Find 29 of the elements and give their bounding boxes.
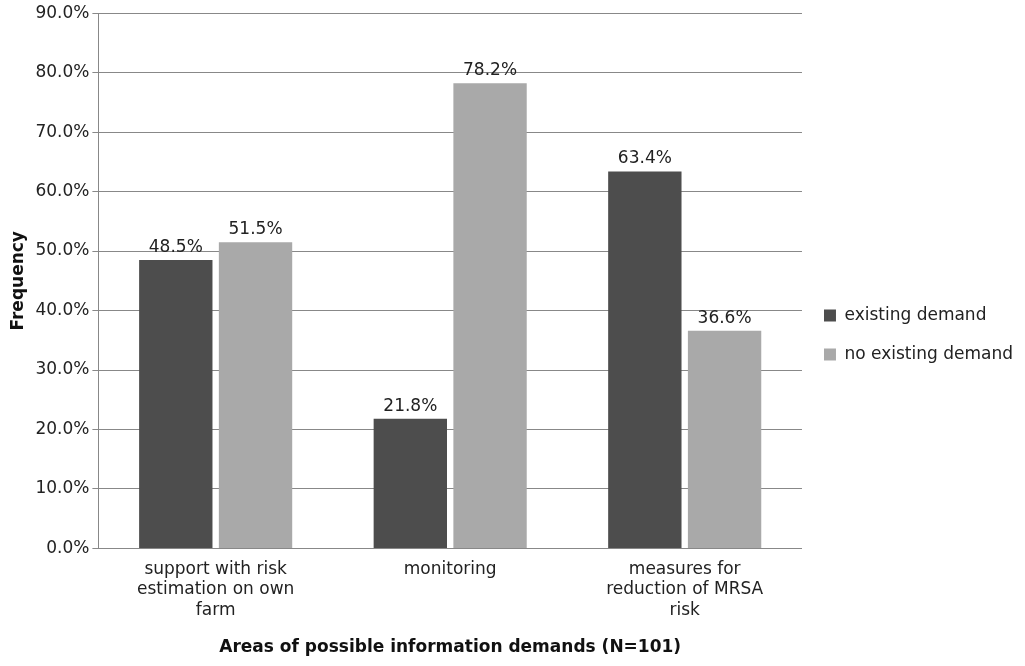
legend-label: existing demand	[844, 303, 987, 324]
legend-label: no existing demand	[844, 342, 1013, 363]
x-tick-label: support with risk estimation on own farm	[137, 558, 295, 619]
bar	[373, 418, 447, 548]
x-axis-title: Areas of possible information demands (N=101)	[219, 636, 682, 657]
y-tick-label: 0.0%	[46, 536, 90, 557]
x-tick-label: measures for reduction of MRSA risk	[606, 558, 764, 619]
bar	[453, 83, 527, 548]
data-label: 48.5%	[148, 235, 203, 256]
bar	[218, 242, 293, 548]
data-label: 78.2%	[463, 59, 518, 80]
bar	[608, 171, 682, 548]
x-tick-label: monitoring	[403, 558, 497, 579]
y-axis-title: Frequency	[6, 231, 27, 331]
bar	[139, 259, 213, 548]
data-label: 21.8%	[383, 394, 438, 415]
y-tick-label: 60.0%	[35, 180, 90, 201]
y-tick-label: 10.0%	[35, 477, 90, 498]
data-label: 36.6%	[697, 306, 752, 327]
y-tick-label: 20.0%	[35, 417, 90, 438]
y-tick-label: 90.0%	[35, 1, 90, 22]
y-tick-label: 70.0%	[35, 120, 90, 141]
y-tick-label: 40.0%	[35, 298, 90, 319]
y-tick-label: 50.0%	[35, 239, 90, 260]
y-tick-label: 80.0%	[35, 61, 90, 82]
y-tick-label: 30.0%	[35, 358, 90, 379]
data-label: 51.5%	[228, 218, 283, 239]
data-label: 63.4%	[617, 147, 672, 168]
bar	[687, 330, 762, 548]
